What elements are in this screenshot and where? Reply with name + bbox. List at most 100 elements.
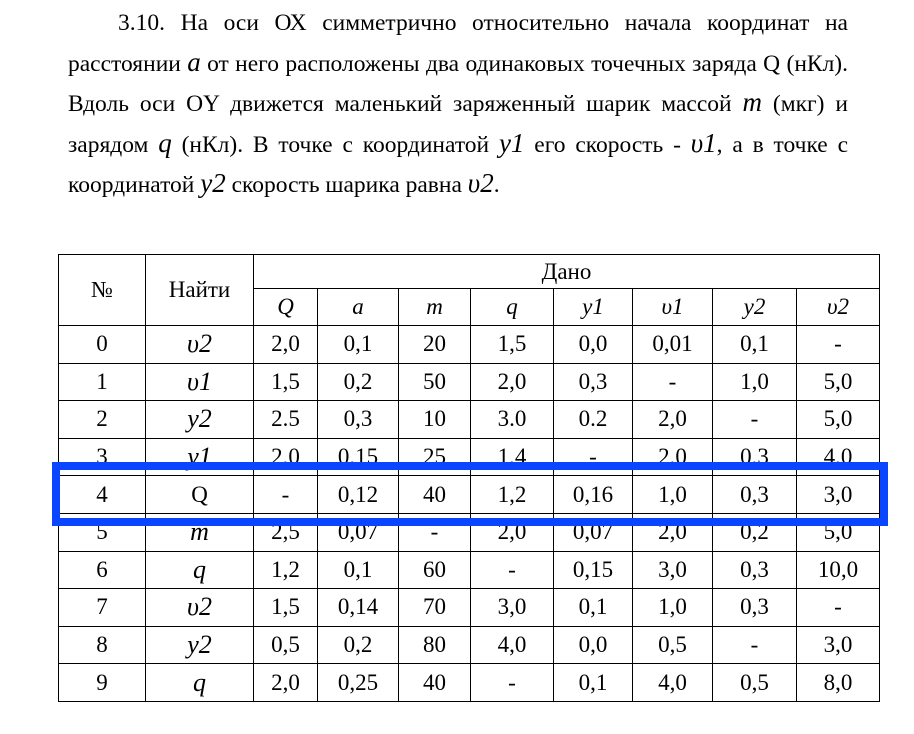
problem-statement: 3.10. На оси ОХ симметрично относительно… (68, 10, 848, 198)
given-value: 25 (398, 437, 471, 477)
given-value: 70 (398, 588, 471, 627)
table-row: 3 y1 2,0 0,15 25 1,4-2,0 0,3 4,0 (58, 437, 880, 477)
table-row: 0 υ2 2,0 0,1 20 1,5 0,0 0,01 0,1- (58, 325, 880, 364)
given-value: - (712, 400, 797, 439)
table-row: 4 Q -0,12 40 1,2 0,16 1,0 0,3 3,0 (58, 475, 880, 514)
given-value: 0,3 (712, 475, 797, 514)
given-value: 0,3 (317, 400, 399, 439)
header-6: y2 (712, 288, 797, 326)
given-value: 10,0 (796, 550, 880, 590)
find-quantity: m (145, 512, 254, 552)
given-value: - (470, 663, 554, 702)
variant-number: 5 (58, 512, 146, 552)
given-value: - (632, 362, 713, 402)
header-0: Q (253, 288, 318, 326)
given-value: 1,0 (632, 588, 713, 627)
given-value: 5,0 (796, 512, 880, 552)
header-find: Найти (145, 254, 254, 326)
find-quantity: υ2 (145, 325, 254, 364)
given-value: 0,1 (712, 325, 797, 364)
given-value: 0,14 (317, 588, 399, 627)
given-value: 50 (398, 362, 471, 402)
given-value: 2,0 (253, 437, 318, 477)
header-2: m (398, 288, 471, 326)
given-value: - (470, 550, 554, 590)
given-value: 2,0 (253, 663, 318, 702)
given-value: 4,0 (632, 663, 713, 702)
header-3: q (470, 288, 554, 326)
given-value: 0,5 (632, 625, 713, 665)
given-value: 1,0 (712, 362, 797, 402)
given-value: 0,3 (712, 437, 797, 477)
variant-number: 7 (58, 588, 146, 627)
given-value: 0,3 (712, 588, 797, 627)
given-value: 0,1 (553, 588, 633, 627)
given-value: 0,12 (317, 475, 399, 514)
given-value: 2,5 (253, 512, 318, 552)
variant-number: 8 (58, 625, 146, 665)
given-value: 0,3 (712, 550, 797, 590)
given-value: 5,0 (796, 400, 880, 439)
given-value: 3,0 (796, 475, 880, 514)
header-4: y1 (553, 288, 633, 326)
find-quantity: y2 (145, 400, 254, 439)
table-row: 1 υ1 1,5 0,2 50 2,0 0,3-1,0 5,0 (58, 362, 880, 402)
given-value: 2.5 (253, 400, 318, 439)
table-row: 9 q 2,0 0,25 40-0,1 4,0 0,5 8,0 (58, 663, 880, 702)
given-value: 4,0 (796, 437, 880, 477)
variant-number: 1 (58, 362, 146, 402)
find-quantity: υ2 (145, 588, 254, 627)
find-quantity: q (145, 663, 254, 702)
table-row: 6 q 1,2 0,1 60-0,15 3,0 0,3 10,0 (58, 550, 880, 590)
given-value: 0,07 (317, 512, 399, 552)
given-value: 1,5 (470, 325, 554, 364)
variant-number: 3 (58, 437, 146, 477)
given-value: 60 (398, 550, 471, 590)
find-quantity: y1 (145, 437, 254, 477)
given-value: 10 (398, 400, 471, 439)
given-value: 1,0 (632, 475, 713, 514)
given-value: 0,07 (553, 512, 633, 552)
find-quantity: q (145, 550, 254, 590)
given-value: 3,0 (632, 550, 713, 590)
given-value: 8,0 (796, 663, 880, 702)
given-value: 80 (398, 625, 471, 665)
find-quantity: υ1 (145, 362, 254, 402)
find-quantity: Q (145, 475, 254, 514)
given-value: 0,2 (317, 625, 399, 665)
given-value: 0,15 (317, 437, 399, 477)
header-7: υ2 (796, 288, 880, 326)
given-value: 2,0 (470, 362, 554, 402)
given-value: 1,5 (253, 588, 318, 627)
header-given: Дано (253, 254, 880, 289)
given-value: 0,3 (553, 362, 633, 402)
given-value: 3,0 (470, 588, 554, 627)
given-value: 2,0 (632, 512, 713, 552)
given-value: - (253, 475, 318, 514)
given-value: - (796, 325, 880, 364)
given-value: 20 (398, 325, 471, 364)
given-value: 0,25 (317, 663, 399, 702)
given-value: 40 (398, 663, 471, 702)
given-value: 2,0 (632, 400, 713, 439)
variant-number: 4 (58, 475, 146, 514)
given-value: 1,2 (253, 550, 318, 590)
given-value: 5,0 (796, 362, 880, 402)
given-value: - (398, 512, 471, 552)
given-value: 0,1 (553, 663, 633, 702)
variant-number: 0 (58, 325, 146, 364)
table-row: 5 m 2,5 0,07-2,0 0,07 2,0 0,2 5,0 (58, 512, 880, 552)
given-value: 3,0 (796, 625, 880, 665)
variant-number: 6 (58, 550, 146, 590)
given-value: 3.0 (470, 400, 554, 439)
given-value: 0,2 (712, 512, 797, 552)
table-row: 2 y2 2.5 0,3 10 3.0 0.2 2,0-5,0 (58, 400, 880, 439)
given-value: 2,0 (632, 437, 713, 477)
given-value: 1,2 (470, 475, 554, 514)
variant-number: 2 (58, 400, 146, 439)
given-value: 0,1 (317, 550, 399, 590)
find-quantity: y2 (145, 625, 254, 665)
given-value: 0,15 (553, 550, 633, 590)
given-value: 1,5 (253, 362, 318, 402)
